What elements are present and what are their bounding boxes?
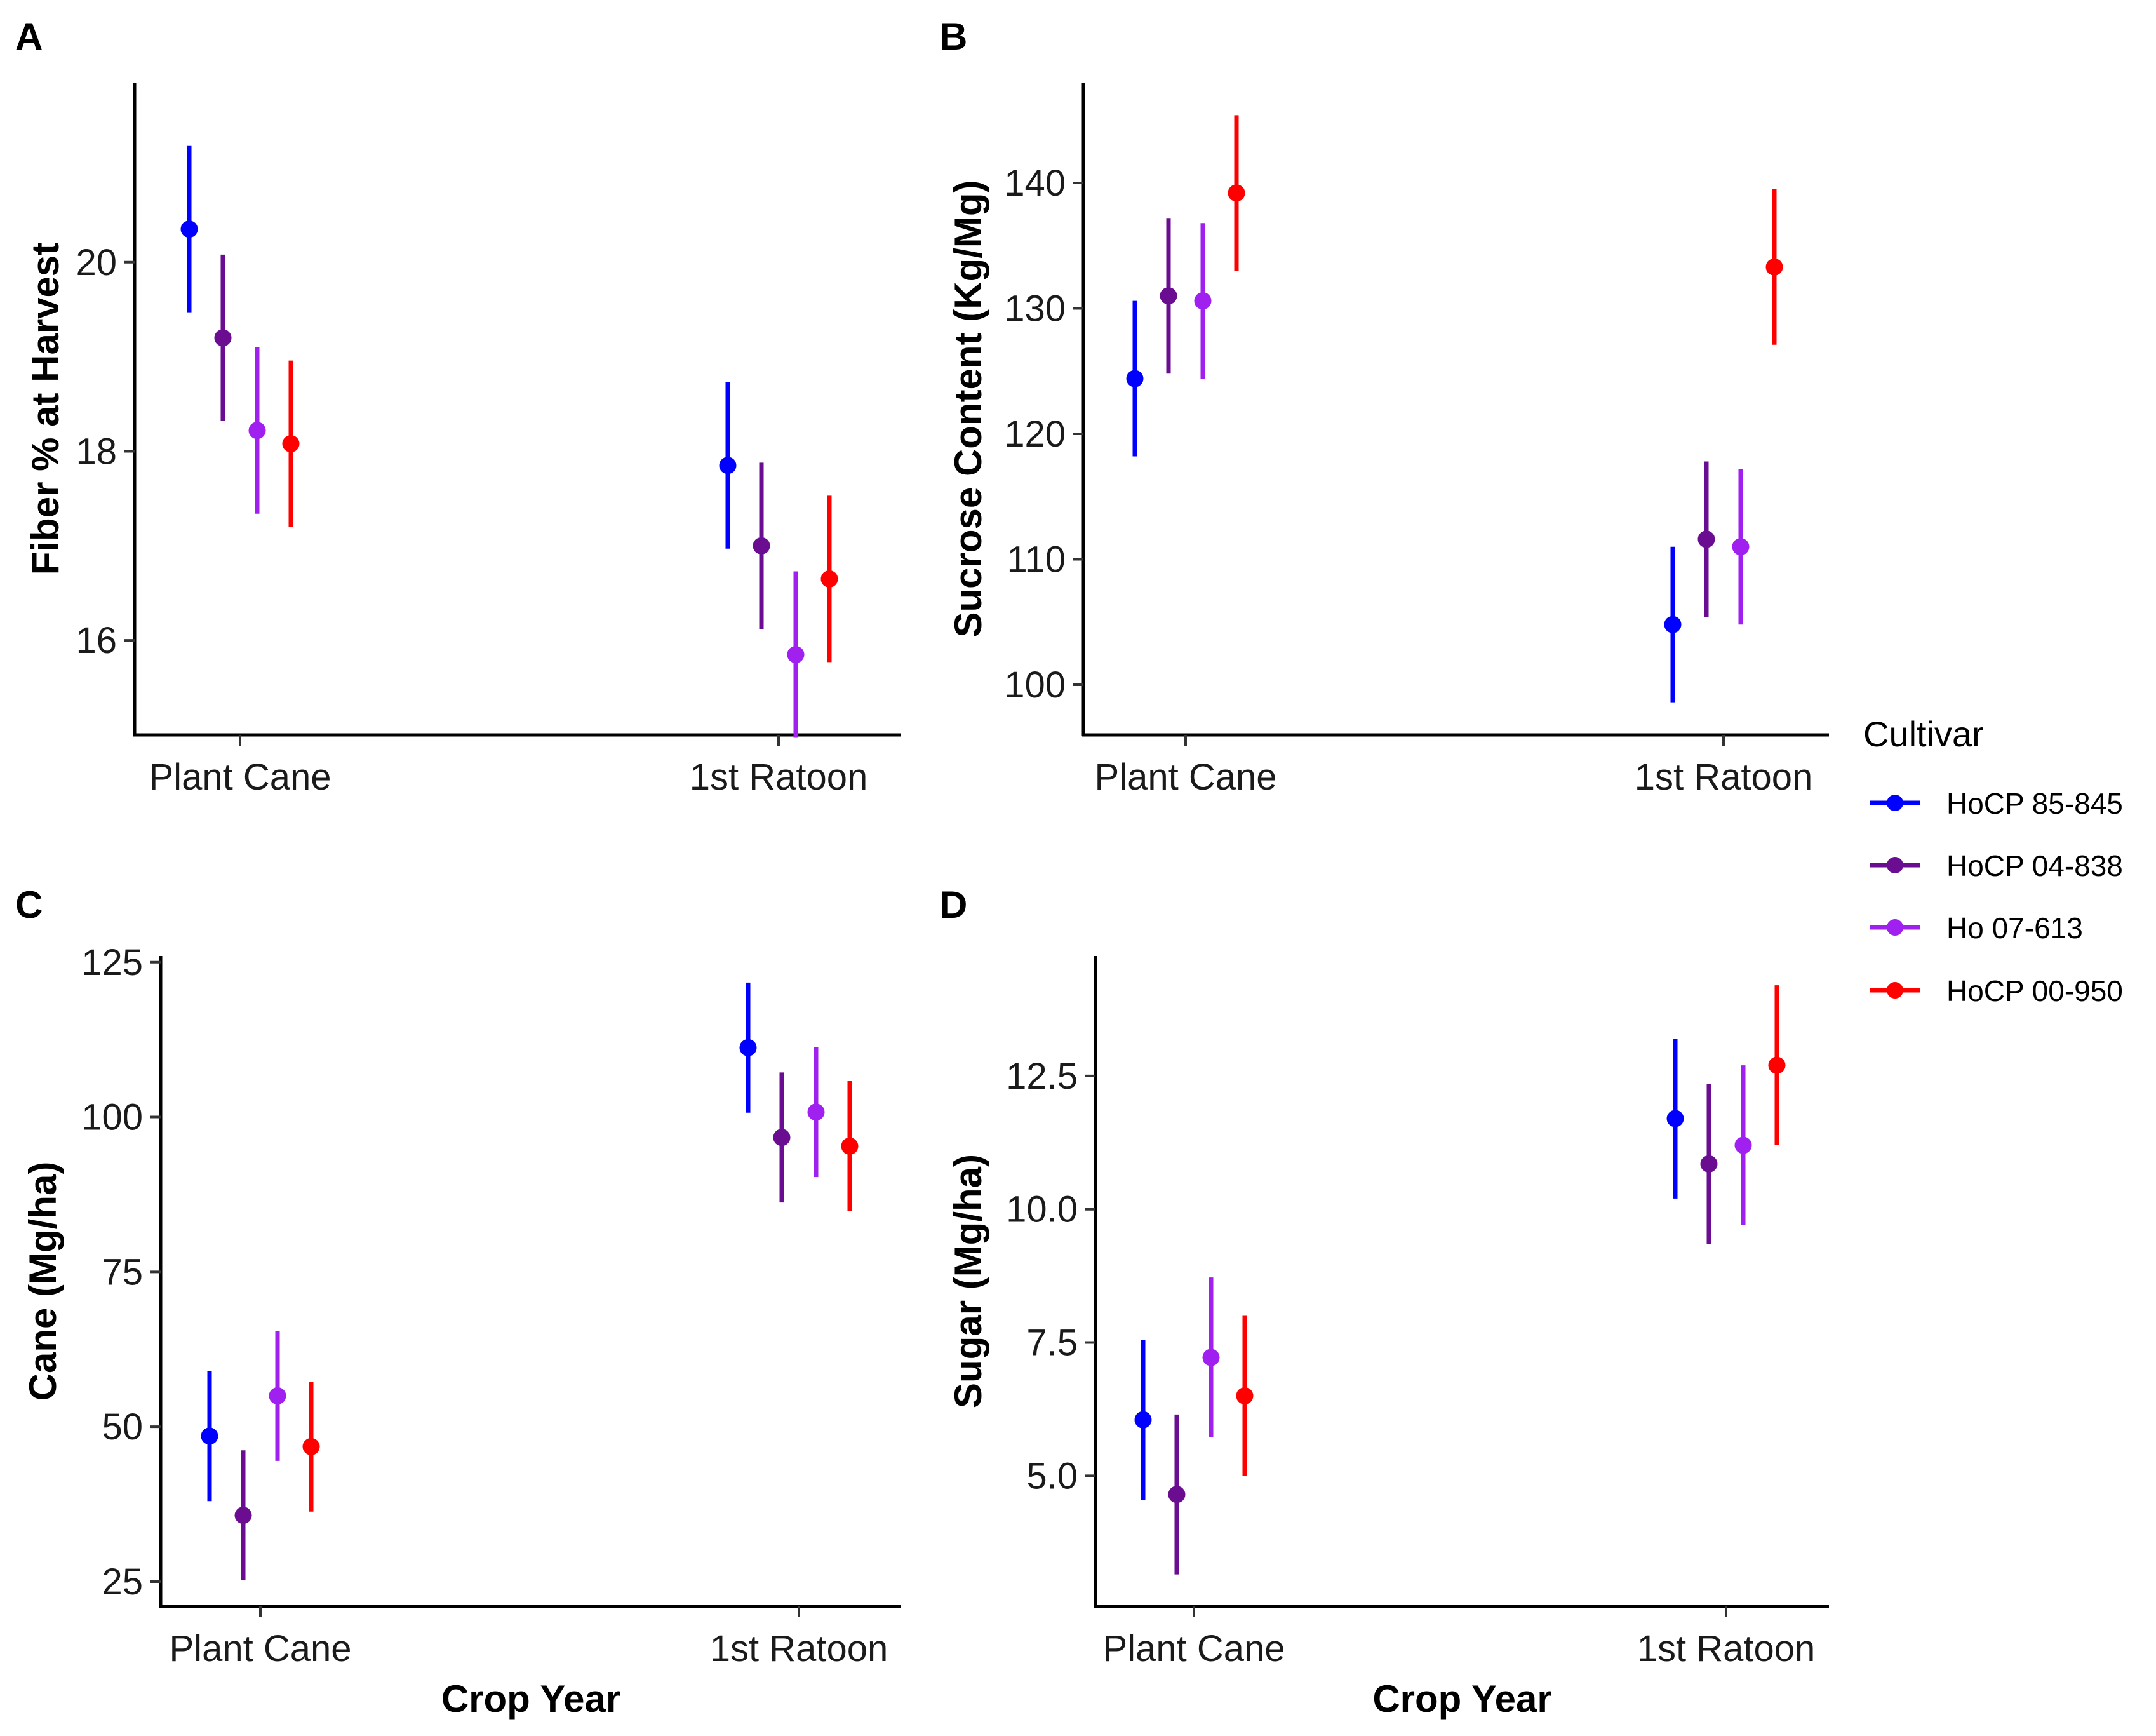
y-axis-title: Fiber % at Harvest bbox=[24, 243, 67, 575]
y-tick-label: 25 bbox=[102, 1561, 143, 1603]
panel-d: D 5.0 7.5 10.0 12.5 Plant Cane 1st Ratoon Sugar… bbox=[940, 884, 1829, 1720]
legend-label: HoCP 85-845 bbox=[1946, 787, 2123, 820]
data-point bbox=[1734, 1136, 1752, 1154]
legend-label: Ho 07-613 bbox=[1946, 912, 2083, 945]
data-point bbox=[753, 537, 770, 555]
y-tick-label: 100 bbox=[1004, 664, 1066, 706]
x-tick-label: Plant Cane bbox=[1095, 757, 1277, 798]
data-point bbox=[1732, 538, 1750, 556]
legend-key-point bbox=[1887, 795, 1903, 811]
y-tick-label: 130 bbox=[1004, 288, 1066, 330]
data-point bbox=[201, 1427, 218, 1445]
data-point bbox=[1236, 1387, 1254, 1404]
y-tick-label: 50 bbox=[102, 1406, 143, 1448]
data-point bbox=[302, 1437, 320, 1455]
data-point bbox=[820, 570, 838, 588]
x-axis-title: Crop Year bbox=[1372, 1678, 1551, 1720]
y-tick-label: 125 bbox=[81, 942, 143, 983]
legend-item: Ho 07-613 bbox=[1870, 912, 2083, 945]
panels: A 16 18 20 Plant Cane 1st Ratoon Fiber % at Ha… bbox=[15, 15, 1829, 1720]
x-tick-label: Plant Cane bbox=[149, 757, 331, 798]
data-point bbox=[1126, 370, 1144, 387]
data-point bbox=[282, 435, 300, 453]
legend-item: HoCP 00-950 bbox=[1870, 974, 2123, 1007]
panel-letter: D bbox=[940, 884, 967, 926]
data-point bbox=[739, 1039, 757, 1056]
data-point bbox=[1168, 1486, 1186, 1504]
x-tick-label: 1st Ratoon bbox=[710, 1628, 888, 1669]
legend-item: HoCP 04-838 bbox=[1870, 849, 2123, 882]
data-point bbox=[1134, 1411, 1152, 1429]
y-tick-label: 120 bbox=[1004, 414, 1066, 455]
legend-key-point bbox=[1887, 857, 1903, 873]
data-point bbox=[1160, 287, 1177, 305]
data-point bbox=[1228, 184, 1245, 202]
x-tick-label: Plant Cane bbox=[1103, 1628, 1285, 1669]
panel-a: A 16 18 20 Plant Cane 1st Ratoon Fiber % at Ha… bbox=[15, 15, 901, 798]
data-point bbox=[1697, 530, 1715, 548]
data-point bbox=[841, 1137, 859, 1155]
y-tick-label: 110 bbox=[1007, 539, 1066, 581]
x-tick-label: Plant Cane bbox=[170, 1628, 352, 1669]
panel-letter: A bbox=[15, 15, 43, 58]
y-tick-label: 20 bbox=[76, 242, 117, 283]
data-point bbox=[719, 457, 737, 474]
data-point bbox=[1768, 1056, 1786, 1074]
legend-key-point bbox=[1887, 919, 1903, 936]
y-tick-label: 16 bbox=[76, 620, 117, 661]
y-tick-label: 140 bbox=[1004, 163, 1066, 204]
data-point bbox=[1765, 258, 1783, 276]
panel-letter: C bbox=[15, 884, 43, 926]
x-axis-title: Crop Year bbox=[441, 1678, 620, 1720]
data-point bbox=[1666, 1110, 1684, 1127]
data-point bbox=[787, 645, 805, 663]
data-point bbox=[234, 1507, 252, 1524]
legend-title: Cultivar bbox=[1863, 714, 1984, 754]
panel-b: B 100 110 120 130 140 Plant Cane 1st Ratoon Sucr… bbox=[940, 15, 1829, 798]
data-point bbox=[1194, 292, 1212, 310]
y-tick-label: 5.0 bbox=[1026, 1455, 1078, 1497]
x-tick-label: 1st Ratoon bbox=[1637, 1628, 1816, 1669]
data-point bbox=[248, 422, 266, 440]
data-point bbox=[1202, 1349, 1220, 1366]
panel-c: C 25 50 75 100 125 Plant Cane 1st Ratoon Cane (M… bbox=[15, 884, 901, 1720]
y-tick-label: 100 bbox=[81, 1097, 143, 1138]
data-point bbox=[1664, 616, 1682, 633]
panel-letter: B bbox=[940, 15, 967, 58]
y-tick-label: 18 bbox=[76, 431, 117, 472]
data-point bbox=[180, 220, 198, 238]
legend: Cultivar HoCP 85-845 HoCP 04-838 Ho 07-6… bbox=[1863, 714, 2123, 1007]
data-point bbox=[1700, 1155, 1718, 1173]
x-tick-label: 1st Ratoon bbox=[1635, 757, 1813, 798]
legend-label: HoCP 04-838 bbox=[1946, 849, 2123, 882]
y-axis-title: Cane (Mg/ha) bbox=[22, 1162, 64, 1401]
data-point bbox=[214, 329, 232, 347]
y-tick-label: 7.5 bbox=[1026, 1322, 1078, 1364]
data-point bbox=[269, 1387, 286, 1404]
y-axis-title: Sugar (Mg/ha) bbox=[947, 1154, 989, 1408]
legend-label: HoCP 00-950 bbox=[1946, 974, 2123, 1007]
y-tick-label: 10.0 bbox=[1006, 1189, 1078, 1230]
x-tick-label: 1st Ratoon bbox=[690, 757, 868, 798]
data-point bbox=[773, 1129, 791, 1147]
legend-item: HoCP 85-845 bbox=[1870, 787, 2123, 820]
y-tick-label: 12.5 bbox=[1006, 1056, 1078, 1097]
data-point bbox=[807, 1103, 825, 1121]
y-axis-title: Sucrose Content (Kg/Mg) bbox=[947, 180, 989, 638]
y-tick-label: 75 bbox=[102, 1251, 143, 1293]
legend-key-point bbox=[1887, 982, 1903, 999]
